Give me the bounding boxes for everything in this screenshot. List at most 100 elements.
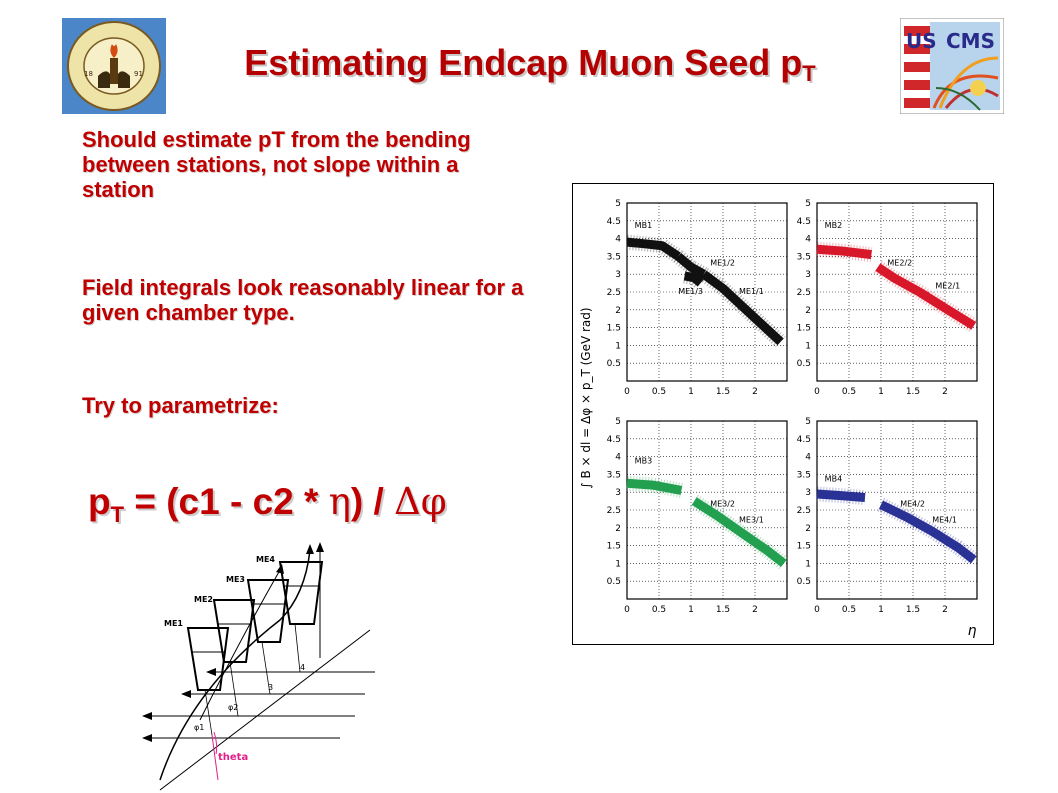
series-band-mb2 xyxy=(875,263,977,330)
panel-mb2: 0.5 1 1.5 2 2.5 3 3.5 4 4.5 5 0 0.5 1 1.5 2 MB2 ME2/2 ME2… xyxy=(797,199,978,397)
y-tick-label: 5 xyxy=(805,417,811,427)
x-tick-label: 2 xyxy=(942,605,948,615)
x-tick-label: 0.5 xyxy=(842,387,856,397)
y-tick-label: 5 xyxy=(615,417,621,427)
chamber-label: ME1/3 xyxy=(678,287,703,296)
y-tick-label: 3.5 xyxy=(607,470,621,480)
svg-text:US: US xyxy=(906,29,937,53)
y-tick-label: 2.5 xyxy=(607,506,621,516)
y-tick-label: 1 xyxy=(805,341,811,351)
y-tick-label: 3.5 xyxy=(797,252,811,262)
series-scatter-mb1 xyxy=(683,268,706,289)
chamber-label: ME1/2 xyxy=(710,258,735,267)
y-tick-label: 3.5 xyxy=(797,470,811,480)
y-tick-label: 2 xyxy=(615,306,621,316)
series-scatter-mb4 xyxy=(877,497,979,566)
y-tick-label: 4.5 xyxy=(797,435,811,445)
x-tick-label: 1.5 xyxy=(716,605,730,615)
series-scatter-mb1 xyxy=(626,234,683,263)
y-tick-label: 1 xyxy=(615,341,621,351)
chamber-label: ME3/1 xyxy=(739,515,764,524)
x-tick-label: 0 xyxy=(814,605,820,615)
panel-frame xyxy=(816,202,978,382)
phi-label-2: φ2 xyxy=(228,703,238,712)
chamber-label: MB1 xyxy=(635,221,652,230)
y-tick-label: 3 xyxy=(615,488,621,498)
y-tick-label: 4.5 xyxy=(607,435,621,445)
x-tick-label: 0 xyxy=(814,387,820,397)
formula: pT = (c1 - c2 * η) / Δφ xyxy=(88,480,447,527)
panel-frame xyxy=(816,420,978,600)
y-tick-label: 3 xyxy=(805,488,811,498)
station-label-me3: ME3 xyxy=(226,575,245,584)
x-tick-label: 2 xyxy=(752,605,758,615)
y-tick-label: 3 xyxy=(615,270,621,280)
x-tick-label: 1 xyxy=(688,387,694,397)
chamber-label: MB2 xyxy=(825,221,842,230)
series-scatter-mb3 xyxy=(626,475,683,498)
y-tick-label: 1.5 xyxy=(797,324,811,334)
series-band-mb4 xyxy=(816,489,866,503)
x-tick-label: 0 xyxy=(624,387,630,397)
y-tick-label: 3.5 xyxy=(607,252,621,262)
series-band-mb1 xyxy=(683,271,704,287)
x-tick-label: 0.5 xyxy=(652,387,666,397)
slide-title: Estimating Endcap Muon Seed pT xyxy=(244,42,816,86)
bullet-1: Should estimate pT from the bending betw… xyxy=(82,127,471,202)
chamber-label: ME3/2 xyxy=(710,499,735,508)
station-label-me4: ME4 xyxy=(256,555,275,564)
bullet-3: Try to parametrize: xyxy=(82,393,279,418)
y-tick-label: 2.5 xyxy=(797,506,811,516)
chamber-label: ME4/2 xyxy=(900,499,925,508)
y-tick-label: 1.5 xyxy=(607,324,621,334)
y-tick-label: 4 xyxy=(615,453,621,463)
x-tick-label: 0 xyxy=(624,605,630,615)
chamber-label: ME4/1 xyxy=(932,515,957,524)
series-band-mb4 xyxy=(879,500,977,564)
panel-frame xyxy=(626,202,788,382)
y-axis-label: ∫ B × dl = Δφ × p_T (GeV rad) xyxy=(579,307,593,488)
x-tick-label: 0.5 xyxy=(652,605,666,615)
chamber-label: ME2/1 xyxy=(935,281,960,290)
series-band-mb2 xyxy=(816,244,872,260)
y-tick-label: 4 xyxy=(805,453,811,463)
y-tick-label: 1.5 xyxy=(797,542,811,552)
panel-frame xyxy=(626,420,788,600)
series-band-mb1 xyxy=(626,237,681,261)
series-band-mb1 xyxy=(675,252,706,279)
panel-mb3: 0.5 1 1.5 2 2.5 3 3.5 4 4.5 5 0 0.5 1 1.5 2 MB3 ME3/2 ME3… xyxy=(607,417,789,615)
series-scatter-mb3 xyxy=(690,494,789,570)
caltech-logo: 18 91 xyxy=(62,18,166,114)
y-tick-label: 2 xyxy=(615,524,621,534)
y-tick-label: 1 xyxy=(805,559,811,569)
uscms-logo: US CMS xyxy=(900,18,1004,114)
chamber-label: MB3 xyxy=(635,457,652,466)
endcap-station-diagram: ME1 ME2 ME3 ME4 φ1 φ2 3 4 theta xyxy=(142,542,375,791)
chamber-label: ME1/1 xyxy=(739,287,764,296)
svg-text:18: 18 xyxy=(84,70,93,78)
y-tick-label: 2.5 xyxy=(607,288,621,298)
x-tick-label: 0.5 xyxy=(842,605,856,615)
x-tick-label: 2 xyxy=(752,387,758,397)
svg-text:CMS: CMS xyxy=(946,29,995,53)
chamber-label: ME2/2 xyxy=(887,258,912,267)
x-tick-label: 1 xyxy=(878,605,884,615)
phi-label-4: 4 xyxy=(300,663,305,672)
y-tick-label: 0.5 xyxy=(797,577,811,587)
y-tick-label: 4 xyxy=(805,235,811,245)
y-tick-label: 0.5 xyxy=(607,359,621,369)
panel-mb4: 0.5 1 1.5 2 2.5 3 3.5 4 4.5 5 0 0.5 1 1.5 2 MB4 ME4/2 ME4… xyxy=(797,417,979,615)
chamber-label: MB4 xyxy=(825,475,842,484)
theta-label: theta xyxy=(218,752,248,763)
y-tick-label: 2.5 xyxy=(797,288,811,298)
series-scatter-mb2 xyxy=(816,241,873,263)
x-tick-label: 2 xyxy=(942,387,948,397)
y-tick-label: 5 xyxy=(615,199,621,209)
x-tick-label: 1 xyxy=(878,387,884,397)
svg-text:91: 91 xyxy=(134,70,143,78)
series-band-mb3 xyxy=(626,478,683,495)
y-tick-label: 0.5 xyxy=(607,577,621,587)
series-scatter-mb1 xyxy=(699,268,786,348)
phi-label-3: 3 xyxy=(268,683,273,692)
series-band-mb1 xyxy=(701,270,784,346)
